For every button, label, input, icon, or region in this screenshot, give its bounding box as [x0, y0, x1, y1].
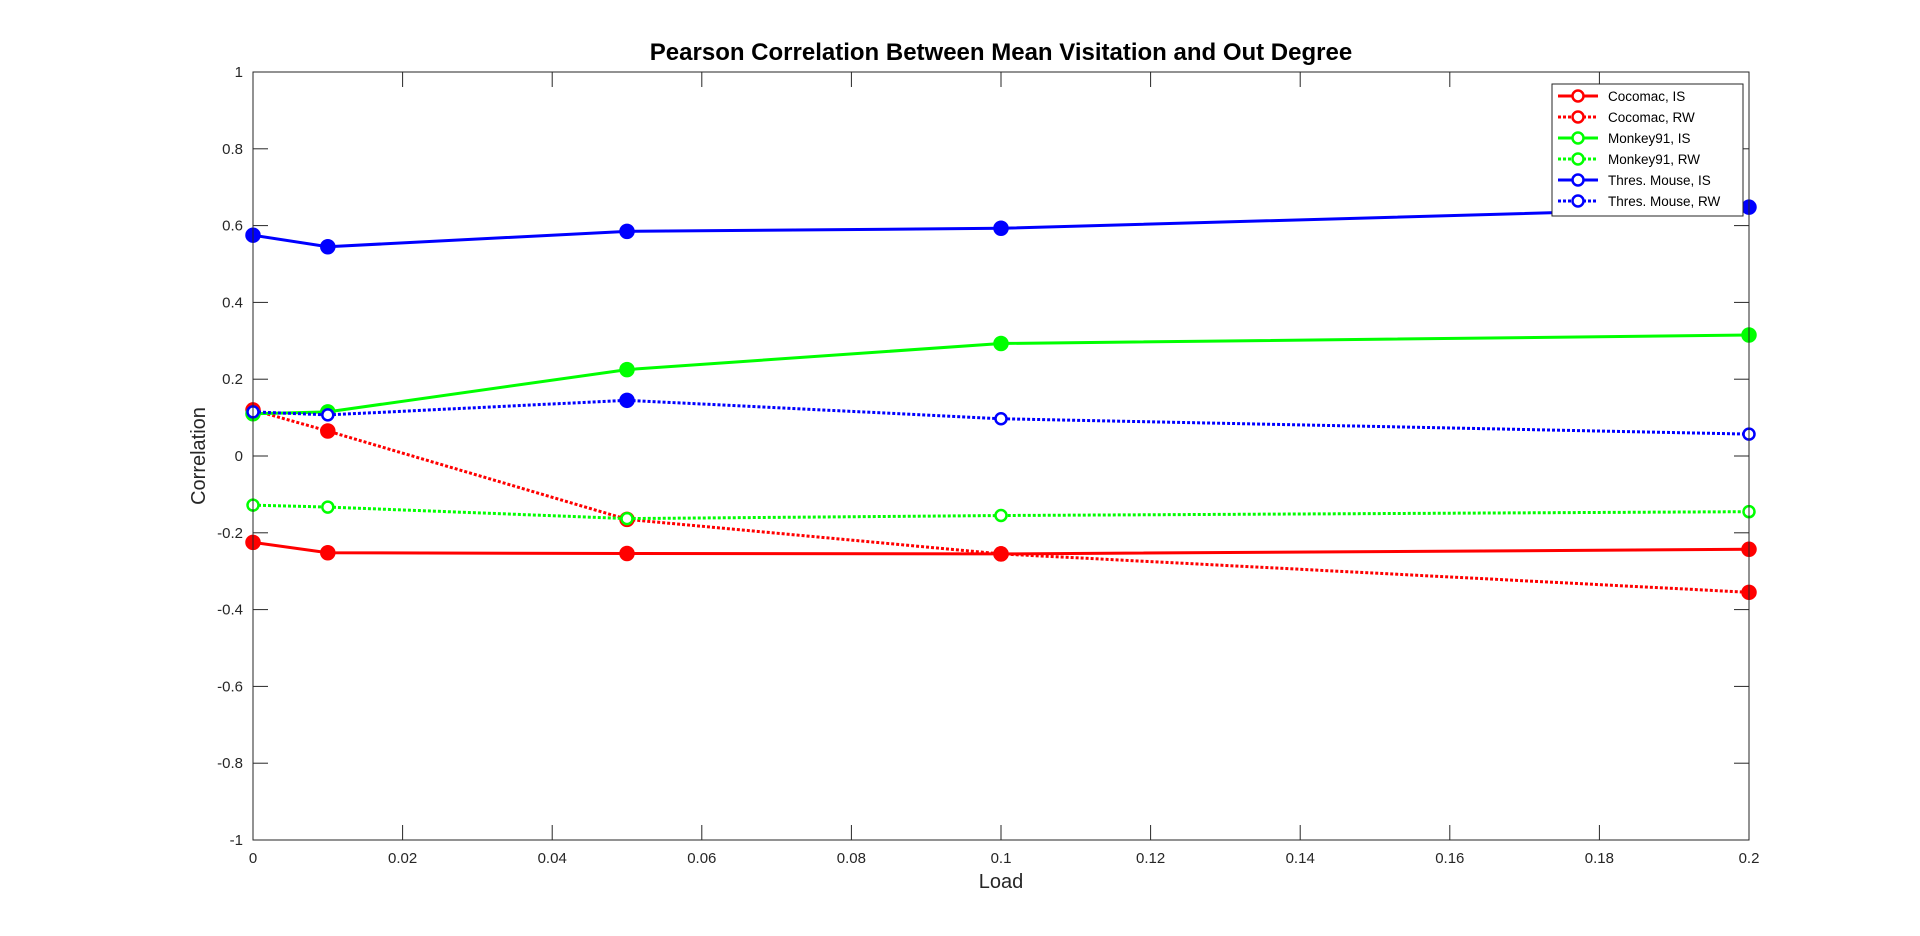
- data-point: [619, 392, 635, 409]
- x-tick-label: 0.04: [538, 850, 567, 867]
- series-thres-mouse-rw: [246, 392, 1756, 441]
- y-tick-label: 0.6: [222, 218, 243, 235]
- data-point: [994, 412, 1008, 426]
- series-line: [252, 408, 1750, 594]
- series-group: [245, 199, 1757, 601]
- data-point: [619, 545, 635, 562]
- legend-marker-sample: [1571, 89, 1585, 103]
- y-tick-label: -0.4: [217, 602, 243, 619]
- y-tick-label: -0.6: [217, 678, 243, 695]
- y-tick-label: 0.8: [222, 141, 243, 158]
- x-tick-label: 0.18: [1585, 850, 1614, 867]
- legend-label: Cocomac, IS: [1608, 89, 1685, 104]
- x-tick-label: 0.16: [1435, 850, 1464, 867]
- x-tick-label: 0.2: [1739, 850, 1760, 867]
- legend-item: Thres. Mouse, IS: [1558, 173, 1711, 188]
- axis-tick-labels: 0 0.02 0.04 0.06 0.08 0.1 0.12 0.14 0.16 0.18 0.2 -…: [217, 64, 1759, 867]
- plot-frame: [252, 71, 1750, 841]
- legend-label: Monkey91, RW: [1608, 152, 1700, 167]
- data-point: [321, 500, 335, 514]
- legend-marker-sample: [1571, 152, 1585, 166]
- x-tick-label: 0.14: [1286, 850, 1315, 867]
- legend-item: Monkey91, RW: [1558, 152, 1700, 167]
- y-axis-label: Correlation: [188, 407, 210, 505]
- y-tick-label: -1: [230, 832, 243, 849]
- x-tick-label: 0.06: [687, 850, 716, 867]
- y-tick-label: 0.4: [222, 294, 243, 311]
- legend-marker-sample: [1571, 173, 1585, 187]
- data-point: [320, 545, 336, 561]
- x-tick-label: 0.1: [991, 850, 1012, 867]
- data-point: [994, 508, 1008, 523]
- legend-label: Thres. Mouse, RW: [1608, 194, 1721, 209]
- series-thres-mouse-is: [245, 199, 1757, 255]
- series-line: [252, 503, 1750, 521]
- legend-marker-sample: [1571, 131, 1585, 145]
- y-tick-label: 0.2: [222, 371, 243, 388]
- y-tick-label: 1: [235, 64, 243, 81]
- x-tick-label: 0.12: [1136, 850, 1165, 867]
- data-point: [620, 511, 634, 526]
- legend-label: Monkey91, IS: [1608, 131, 1691, 146]
- x-tick-label: 0: [249, 850, 257, 867]
- legend-item: Thres. Mouse, RW: [1558, 194, 1721, 209]
- legend-marker-sample: [1571, 110, 1585, 124]
- data-point: [619, 223, 635, 240]
- data-point: [993, 335, 1009, 352]
- data-point: [321, 408, 335, 422]
- legend-label: Thres. Mouse, IS: [1608, 173, 1711, 188]
- y-tick-label: 0: [235, 448, 243, 465]
- legend-item: Cocomac, RW: [1558, 110, 1695, 125]
- chart-title: Pearson Correlation Between Mean Visitat…: [650, 39, 1352, 66]
- data-point: [320, 238, 336, 255]
- x-tick-label: 0.02: [388, 850, 417, 867]
- legend-item: Cocomac, IS: [1558, 89, 1685, 104]
- data-point: [993, 546, 1009, 562]
- legend-item: Monkey91, IS: [1558, 131, 1691, 146]
- legend-marker-sample: [1571, 194, 1585, 208]
- data-point: [993, 220, 1009, 237]
- legend-box: [1551, 83, 1744, 217]
- x-axis-label: Load: [979, 871, 1024, 893]
- data-point: [320, 423, 336, 439]
- plot-area: [253, 72, 1749, 840]
- x-tick-label: 0.08: [837, 850, 866, 867]
- legend: Cocomac, IS Cocomac, RW Monkey91, IS Monkey…: [1551, 83, 1744, 217]
- legend-label: Cocomac, RW: [1608, 110, 1695, 125]
- y-tick-label: -0.2: [217, 525, 243, 542]
- y-tick-label: -0.8: [217, 755, 243, 772]
- data-point: [619, 361, 635, 378]
